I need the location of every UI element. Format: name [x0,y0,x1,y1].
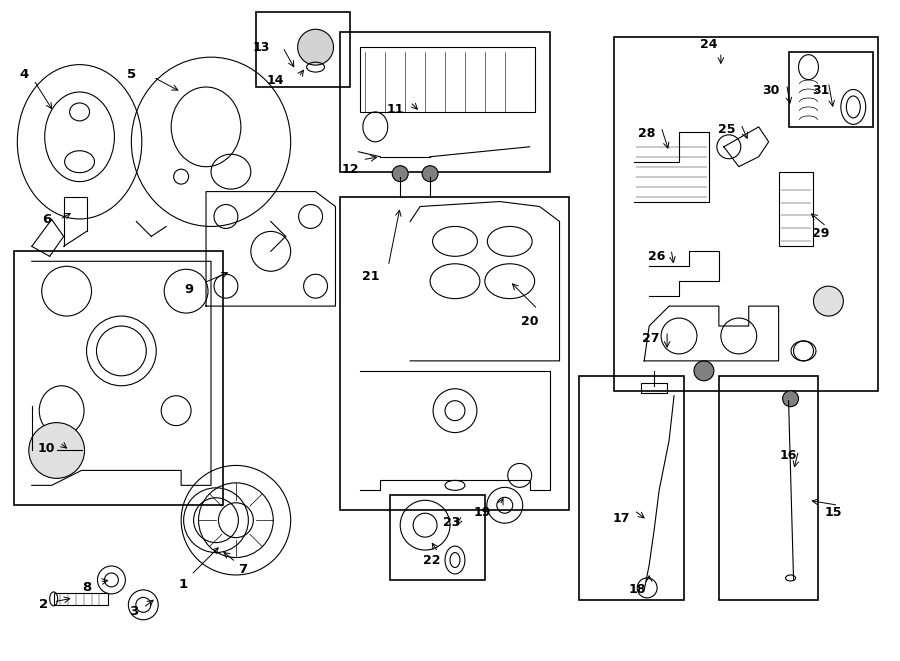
Text: 23: 23 [444,516,461,529]
Bar [788,52,873,127]
Text: 14: 14 [267,73,284,87]
Text: 11: 11 [386,103,404,116]
Bar [391,495,485,580]
Bar [615,37,878,391]
Text: 21: 21 [362,270,379,283]
Text: 29: 29 [812,227,829,240]
Text: 13: 13 [252,41,269,54]
Text: 27: 27 [643,332,660,346]
Bar [340,32,550,172]
Text: 26: 26 [648,250,666,263]
Text: 30: 30 [762,83,779,97]
Text: 19: 19 [473,506,491,519]
Circle shape [814,286,843,316]
Circle shape [783,391,798,407]
Text: 20: 20 [521,315,538,328]
Text: 15: 15 [824,506,842,519]
Text: 28: 28 [638,128,656,140]
Text: 16: 16 [780,449,797,462]
Text: 8: 8 [82,582,91,594]
Text: 2: 2 [40,598,49,611]
Text: 31: 31 [812,83,829,97]
Bar [14,251,223,505]
Text: 9: 9 [184,283,194,295]
Text: 17: 17 [613,512,630,525]
Circle shape [298,29,334,65]
Bar [340,196,570,510]
Bar [778,172,814,247]
Bar [580,376,684,600]
Text: 3: 3 [129,605,138,618]
Text: 1: 1 [178,578,188,592]
Text: 10: 10 [38,442,56,455]
Text: 24: 24 [700,38,717,51]
Text: 4: 4 [19,67,29,81]
Bar [360,47,535,112]
Bar [256,13,350,87]
Text: 7: 7 [238,563,248,576]
Text: 12: 12 [342,163,359,176]
Circle shape [392,166,409,182]
Circle shape [29,422,85,479]
Text: 5: 5 [127,67,136,81]
Text: 18: 18 [628,584,646,596]
Bar [719,376,818,600]
Circle shape [422,166,438,182]
Bar [54,593,108,605]
Text: 6: 6 [42,213,51,226]
Text: 22: 22 [423,553,441,566]
Circle shape [694,361,714,381]
Text: 25: 25 [718,124,735,136]
Bar [641,383,667,393]
